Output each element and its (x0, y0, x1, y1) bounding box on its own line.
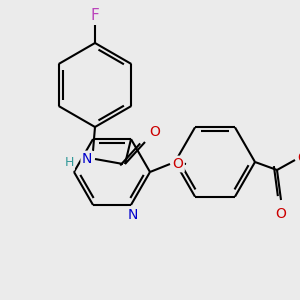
Text: O: O (150, 125, 160, 139)
Text: O: O (298, 151, 300, 165)
Text: H: H (64, 157, 74, 169)
Text: N: N (82, 152, 92, 166)
Text: O: O (276, 207, 286, 221)
Text: N: N (128, 208, 138, 222)
Text: O: O (172, 157, 183, 171)
Text: F: F (91, 8, 99, 22)
